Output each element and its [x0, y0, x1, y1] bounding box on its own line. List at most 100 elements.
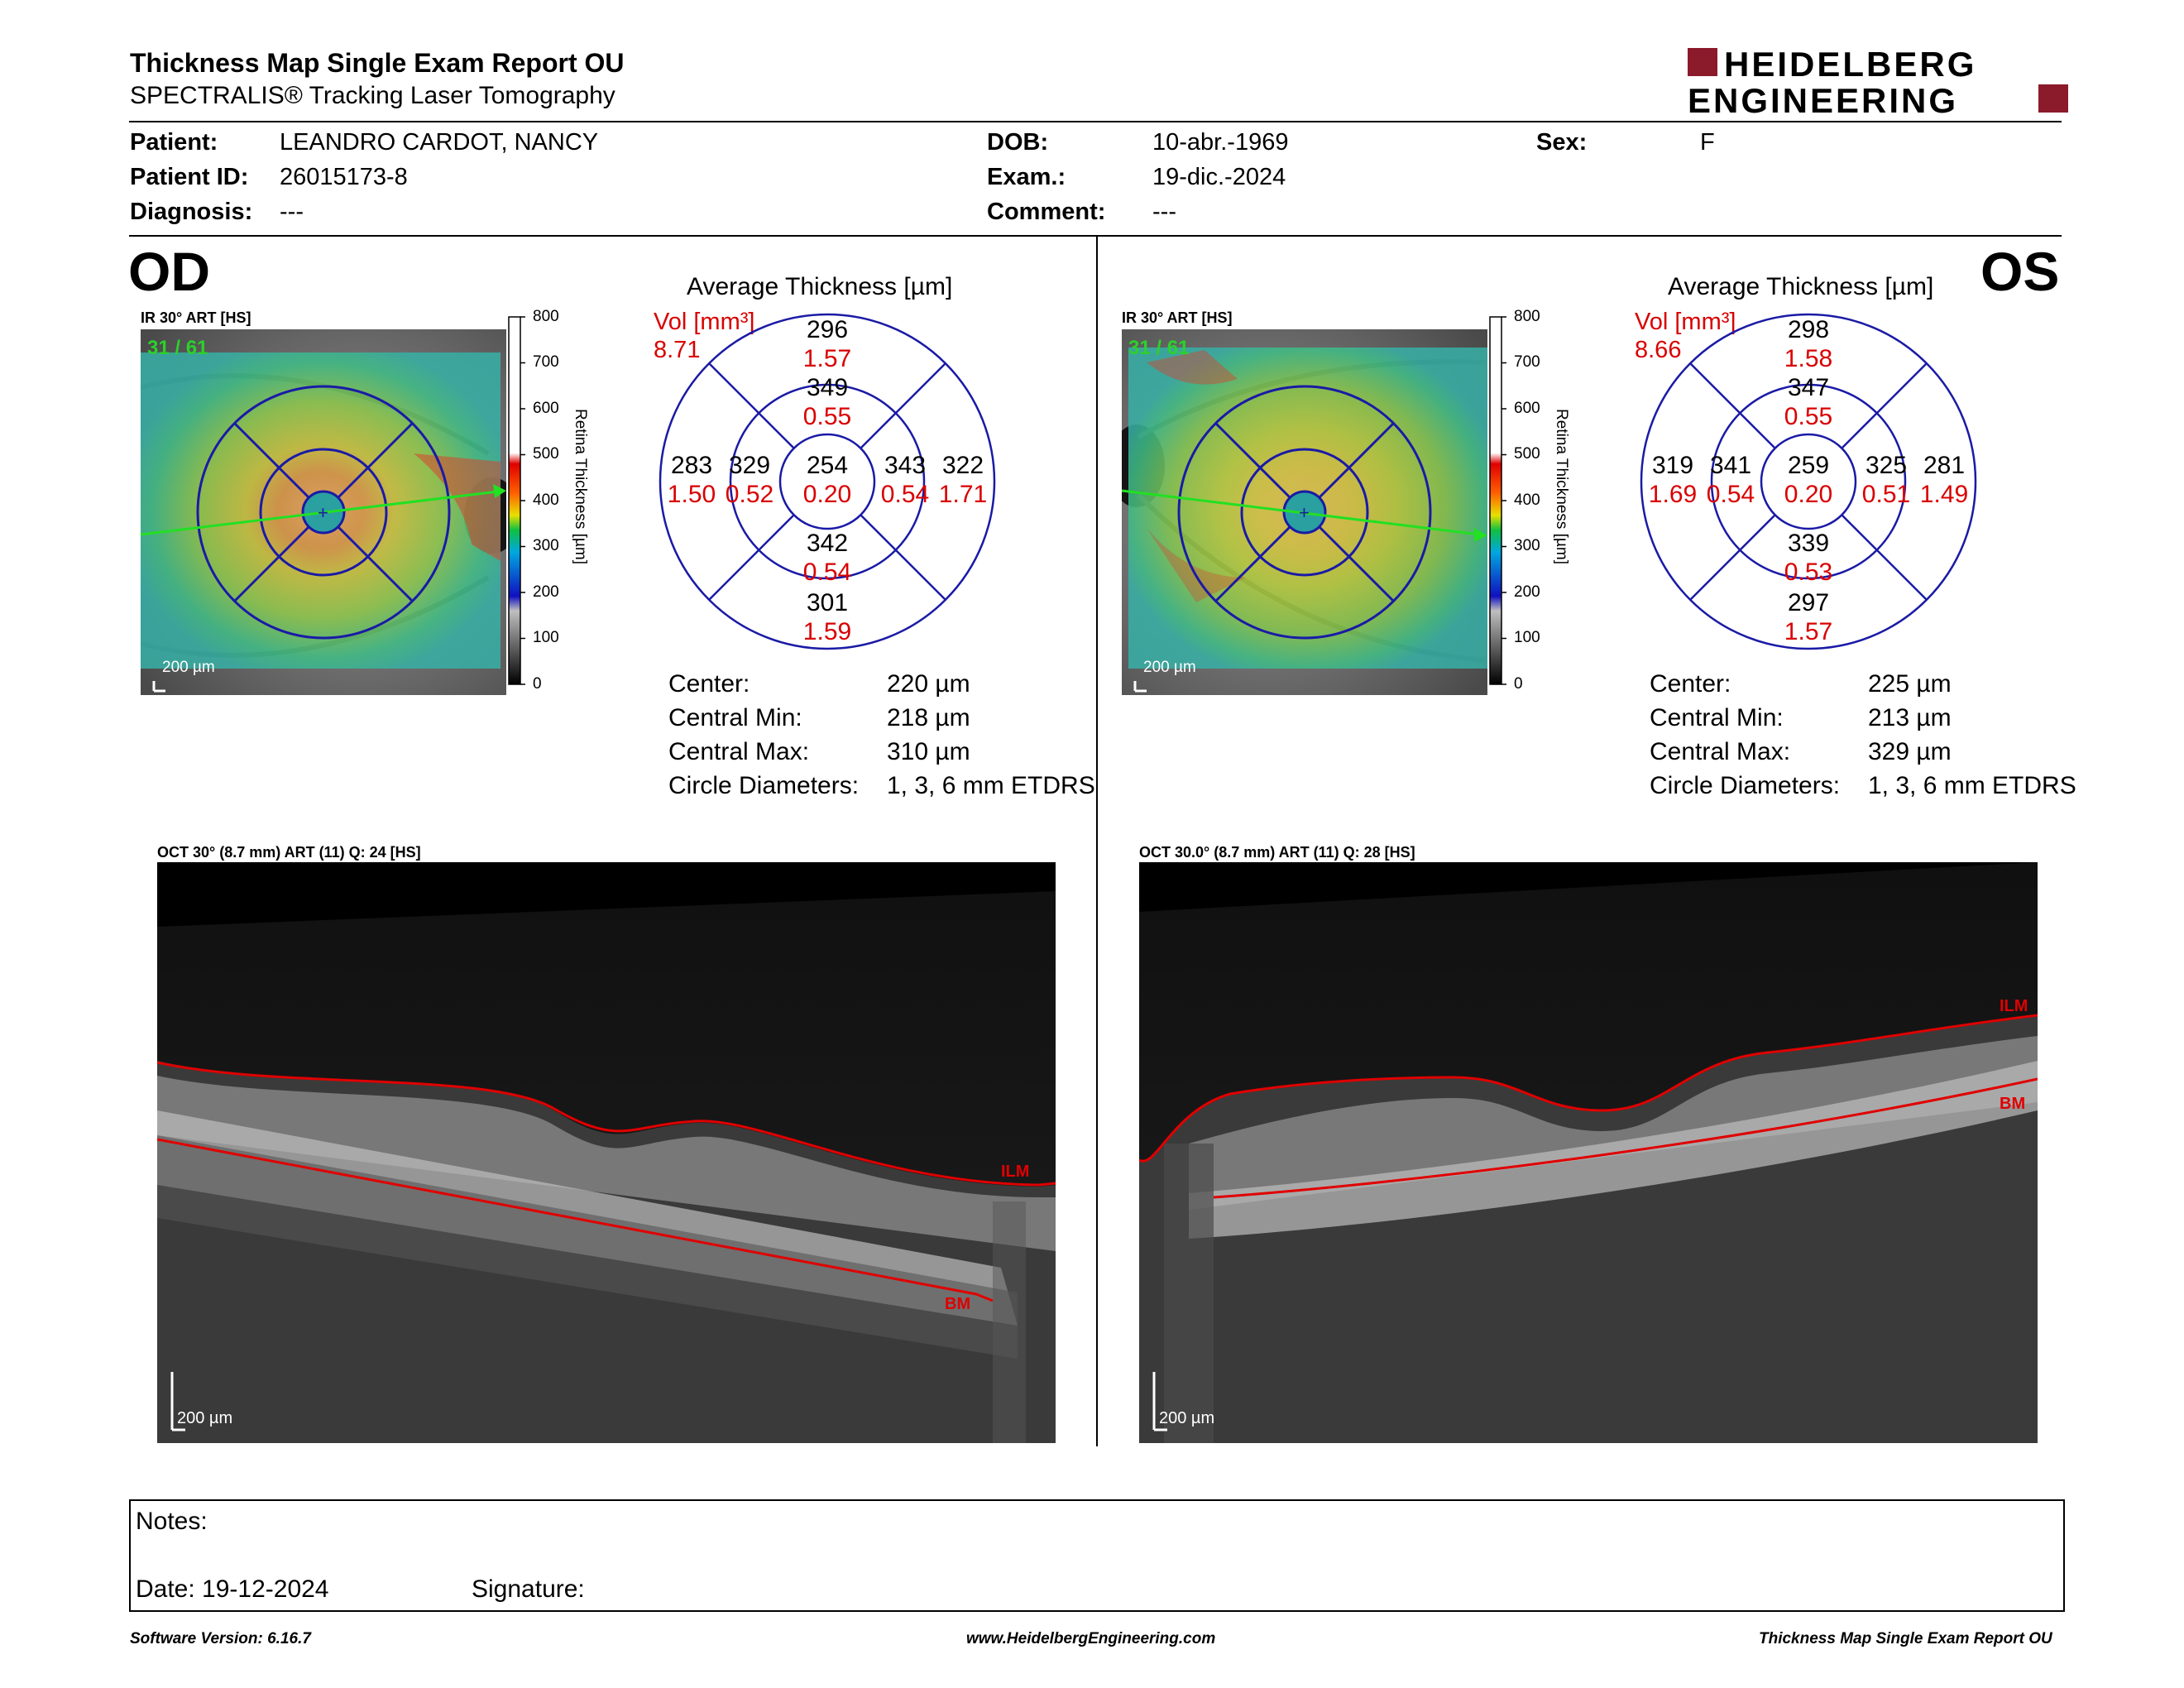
diagnosis-label: Diagnosis:	[130, 199, 253, 225]
od-outer-top-vol: 1.57	[803, 345, 851, 372]
os-inner-bottom-vol: 0.53	[1784, 559, 1832, 586]
svg-text:+: +	[1299, 502, 1310, 523]
od-inner-right-vol: 0.54	[881, 481, 929, 508]
footer-report-name: Thickness Map Single Exam Report OU	[1759, 1630, 2052, 1647]
od-outer-top-thick: 296	[807, 316, 848, 343]
od-stat-label: Center:	[668, 670, 750, 698]
od-cbar-tick: 600	[533, 400, 559, 417]
heidelberg-logo: HEIDELBERG ENGINEERING	[1688, 45, 2068, 116]
os-ilm-label: ILM	[2000, 997, 2028, 1015]
os-stat-label: Center:	[1650, 670, 1731, 698]
logo-line1: HEIDELBERG	[1724, 45, 1976, 84]
diagnosis-value: ---	[280, 199, 304, 225]
footer-website[interactable]: www.HeidelbergEngineering.com	[966, 1630, 1216, 1647]
od-inner-top-vol: 0.55	[803, 403, 851, 430]
os-stat-value: 1, 3, 6 mm ETDRS	[1868, 772, 2076, 799]
logo-line2: ENGINEERING	[1688, 81, 1958, 116]
exam-value: 19-dic.-2024	[1152, 164, 1286, 190]
os-outer-top-vol: 1.58	[1784, 345, 1832, 372]
patient-label: Patient:	[130, 129, 218, 156]
os-outer-right-vol: 1.49	[1920, 481, 1968, 508]
comment-value: ---	[1152, 199, 1176, 225]
od-oct-bscan: ILM BM 200 µm	[157, 862, 1056, 1443]
od-vol-label: Vol [mm³]	[654, 309, 755, 335]
signature-label: Signature:	[472, 1575, 585, 1603]
os-colorbar	[1489, 316, 1506, 685]
od-stat-label: Circle Diameters:	[668, 772, 860, 799]
os-cbar-tick: 800	[1514, 308, 1540, 325]
od-outer-left-vol: 1.50	[668, 481, 716, 508]
od-cbar-tick: 800	[533, 308, 559, 325]
os-outer-right-thick: 281	[1923, 452, 1965, 479]
od-cbar-title: Retina Thickness [µm]	[572, 409, 589, 564]
od-inner-left-vol: 0.52	[726, 481, 774, 508]
od-inner-right-thick: 343	[884, 452, 926, 479]
os-inner-bottom-thick: 339	[1788, 530, 1829, 557]
od-cbar-tick: 300	[533, 537, 559, 554]
patient-id-label: Patient ID:	[130, 164, 249, 190]
notes-label: Notes:	[136, 1508, 208, 1535]
od-oct-scalebar: 200 µm	[177, 1409, 232, 1427]
od-inner-left-thick: 329	[729, 452, 770, 479]
os-map-scalebar: 200 µm	[1143, 659, 1196, 676]
patient-id-value: 26015173-8	[280, 164, 408, 190]
os-cbar-tick: 700	[1514, 353, 1540, 371]
os-oct-header: OCT 30.0° (8.7 mm) ART (11) Q: 28 [HS]	[1139, 844, 1415, 861]
od-stat-value: 1, 3, 6 mm ETDRS	[887, 772, 1095, 799]
os-outer-bottom-thick: 297	[1788, 589, 1829, 616]
os-cbar-tick: 300	[1514, 537, 1540, 554]
os-avg-title: Average Thickness [µm]	[1668, 273, 1934, 300]
os-vol-total: 8.66	[1635, 337, 1682, 363]
od-cbar-tick: 400	[533, 492, 559, 509]
dob-value: 10-abr.-1969	[1152, 129, 1289, 156]
os-stat-label: Circle Diameters:	[1650, 772, 1841, 799]
od-stat-value: 220 µm	[887, 670, 970, 698]
os-outer-top-thick: 298	[1788, 316, 1829, 343]
od-outer-right-thick: 322	[942, 452, 984, 479]
sex-value: F	[1700, 129, 1715, 156]
os-thickness-map: + 31 / 61 200 µm	[1122, 329, 1487, 695]
os-stat-label: Central Max:	[1650, 738, 1791, 765]
od-inner-top-thick: 349	[807, 374, 848, 401]
od-cbar-tick: 200	[533, 583, 559, 601]
os-vol-label: Vol [mm³]	[1635, 309, 1736, 335]
os-cbar-tick: 200	[1514, 583, 1540, 601]
od-map-counter: 31 / 61	[147, 337, 208, 359]
os-inner-left-vol: 0.54	[1707, 481, 1755, 508]
od-map-scalebar: 200 µm	[162, 659, 215, 676]
os-bm-label: BM	[2000, 1095, 2025, 1113]
report-subtitle: SPECTRALIS® Tracking Laser Tomography	[130, 82, 615, 109]
os-stat-value: 213 µm	[1868, 704, 1952, 731]
comment-label: Comment:	[987, 199, 1106, 225]
od-outer-left-thick: 283	[671, 452, 712, 479]
od-bm-label: BM	[945, 1295, 970, 1313]
os-inner-top-vol: 0.55	[1784, 403, 1832, 430]
center-divider	[1096, 237, 1098, 1446]
od-stat-label: Central Min:	[668, 704, 802, 731]
od-map-header: IR 30° ART [HS]	[141, 309, 251, 326]
os-outer-bottom-vol: 1.57	[1784, 618, 1832, 645]
os-stat-label: Central Min:	[1650, 704, 1784, 731]
os-inner-right-vol: 0.51	[1862, 481, 1910, 508]
os-oct-scalebar: 200 µm	[1159, 1409, 1214, 1427]
os-etdrs-grid: 298 1.58 347 0.55 259 0.20 341 0.54 325 …	[1640, 313, 1977, 650]
os-cbar-tick: 400	[1514, 492, 1540, 509]
footer-software-version: Software Version: 6.16.7	[130, 1630, 311, 1647]
od-center-thick: 254	[807, 452, 848, 479]
os-label: OS	[1980, 241, 2060, 302]
os-inner-top-thick: 347	[1788, 374, 1829, 401]
od-outer-right-vol: 1.71	[939, 481, 987, 508]
os-outer-left-vol: 1.69	[1649, 481, 1697, 508]
os-outer-left-thick: 319	[1652, 452, 1693, 479]
sex-label: Sex:	[1536, 129, 1588, 156]
od-thickness-map: + 31 / 61 200 µm	[141, 329, 506, 695]
svg-text:+: +	[318, 502, 328, 523]
od-outer-bottom-vol: 1.59	[803, 618, 851, 645]
od-vol-total: 8.71	[654, 337, 701, 363]
os-cbar-tick: 600	[1514, 400, 1540, 417]
od-inner-bottom-thick: 342	[807, 530, 848, 557]
od-stat-value: 310 µm	[887, 738, 970, 765]
os-stat-value: 225 µm	[1868, 670, 1952, 698]
od-inner-bottom-vol: 0.54	[803, 559, 851, 586]
od-cbar-tick: 700	[533, 353, 559, 371]
